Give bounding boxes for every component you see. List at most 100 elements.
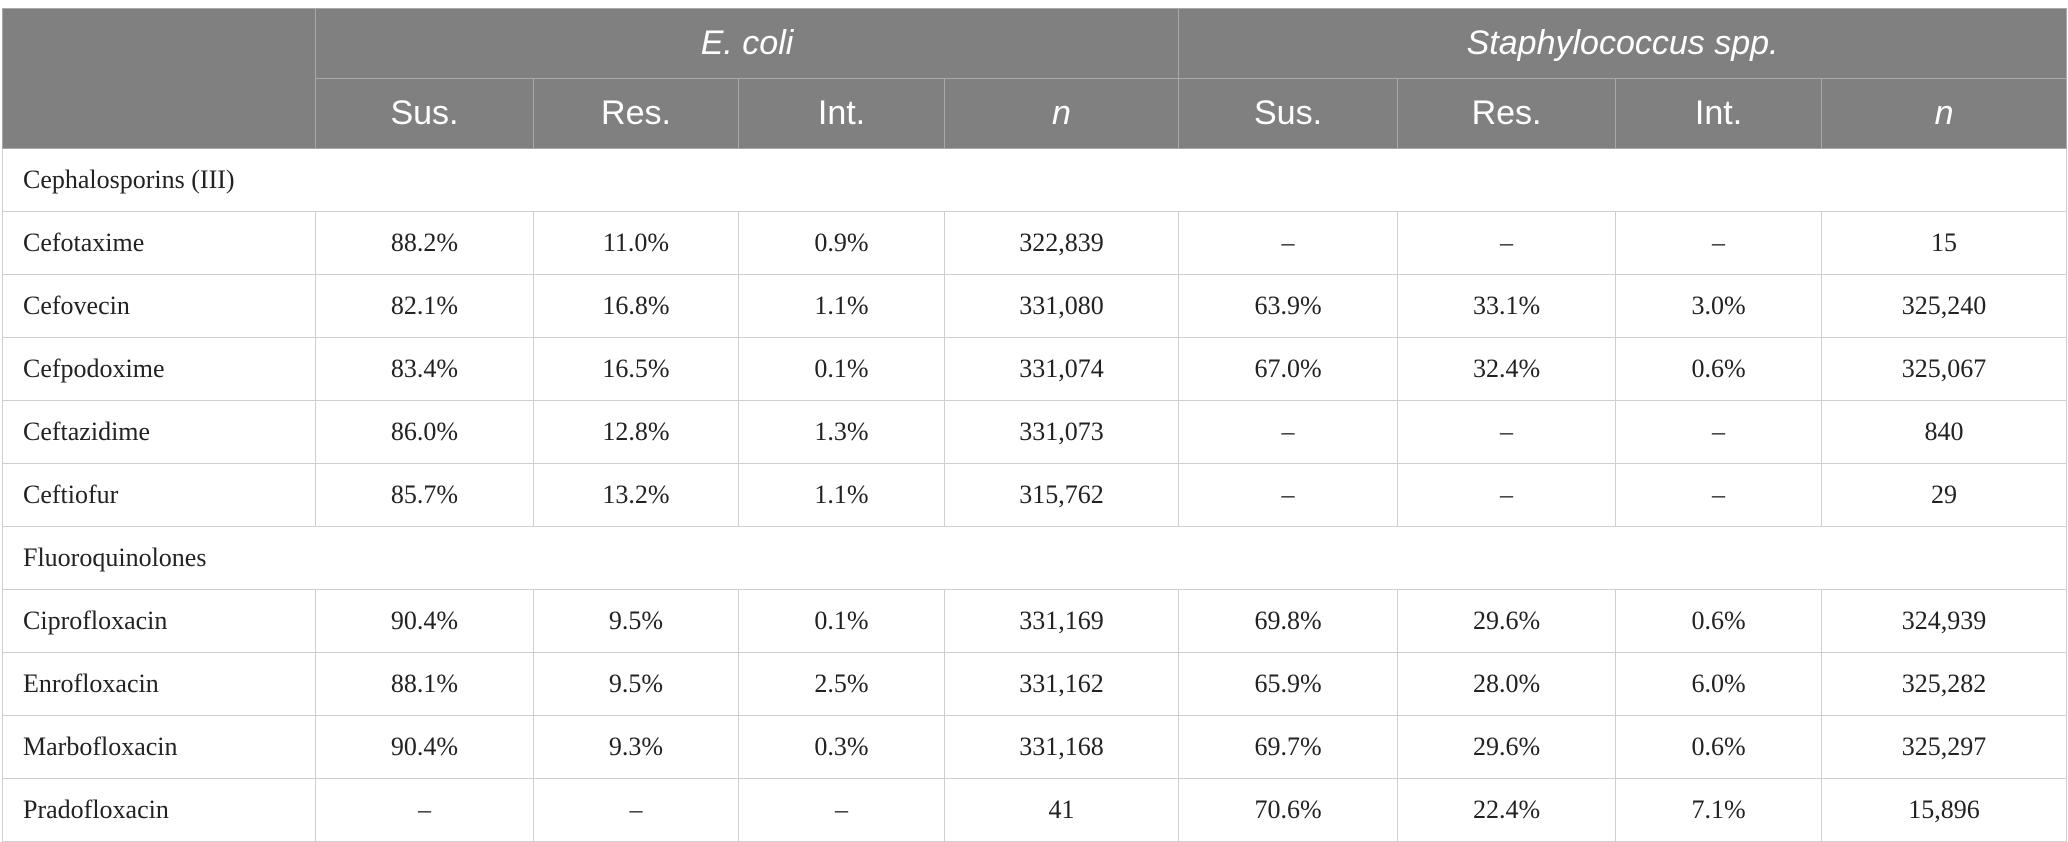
value-cell: 65.9% bbox=[1178, 652, 1399, 716]
antibiotic-name-cell: Cefovecin bbox=[2, 274, 316, 338]
value-cell: 70.6% bbox=[1178, 778, 1399, 842]
value-cell: – bbox=[1397, 211, 1617, 275]
value-cell: 22.4% bbox=[1397, 778, 1617, 842]
header-staph-sus: Sus. bbox=[1178, 78, 1399, 149]
value-cell: 67.0% bbox=[1178, 337, 1399, 401]
value-cell: – bbox=[738, 778, 945, 842]
value-cell: 90.4% bbox=[315, 715, 534, 779]
value-cell: 33.1% bbox=[1397, 274, 1617, 338]
header-row-subcolumns: Sus. Res. Int. n Sus. Res. Int. n bbox=[3, 78, 2068, 149]
value-cell: 16.5% bbox=[533, 337, 739, 401]
value-cell: 7.1% bbox=[1615, 778, 1823, 842]
value-cell: – bbox=[1615, 400, 1823, 464]
table-row: Cefovecin 82.1% 16.8% 1.1% 331,080 63.9% 33.1%… bbox=[2, 274, 2068, 338]
value-cell: 41 bbox=[943, 778, 1180, 842]
value-cell: – bbox=[1178, 211, 1399, 275]
value-cell: 86.0% bbox=[315, 400, 534, 464]
value-cell: 28.0% bbox=[1397, 652, 1617, 716]
header-staph-int: Int. bbox=[1615, 78, 1823, 149]
value-cell: 3.0% bbox=[1615, 274, 1823, 338]
value-cell: 85.7% bbox=[315, 463, 534, 527]
antibiotic-name-cell: Marbofloxacin bbox=[2, 715, 316, 779]
value-cell: 9.5% bbox=[533, 589, 739, 653]
value-cell: 0.6% bbox=[1615, 589, 1823, 653]
table-row: Cefpodoxime 83.4% 16.5% 0.1% 331,074 67.0% 32.… bbox=[2, 337, 2068, 401]
value-cell: 0.1% bbox=[738, 337, 945, 401]
header-staph-res: Res. bbox=[1397, 78, 1617, 149]
table-row: Ceftazidime 86.0% 12.8% 1.3% 331,073– – –840 bbox=[2, 400, 2068, 464]
susceptibility-table: E. coli Staphylococcus spp. Sus. Res. In… bbox=[1, 8, 2068, 842]
value-cell: – bbox=[315, 778, 534, 842]
value-cell: 11.0% bbox=[533, 211, 739, 275]
value-cell: 322,839 bbox=[943, 211, 1180, 275]
header-ecoli-res: Res. bbox=[533, 78, 739, 149]
table-row: Ciprofloxacin 90.4% 9.5% 0.1% 331,169 69.8% 29… bbox=[2, 589, 2068, 653]
value-cell: 6.0% bbox=[1615, 652, 1823, 716]
value-cell: – bbox=[1178, 400, 1399, 464]
value-cell: 29.6% bbox=[1397, 589, 1617, 653]
table-row: Ceftiofur 85.7% 13.2% 1.1% 315,762– – –29 bbox=[2, 463, 2068, 527]
table-row: Pradofloxacin – – –41 70.6% 22.4% 7.1% 15,896 bbox=[2, 778, 2068, 842]
value-cell: 29 bbox=[1821, 463, 2068, 527]
value-cell: 88.2% bbox=[315, 211, 534, 275]
value-cell: 325,240 bbox=[1821, 274, 2068, 338]
header-ecoli-sus: Sus. bbox=[315, 78, 534, 149]
header-row-groups: E. coli Staphylococcus spp. bbox=[2, 8, 2068, 149]
value-cell: 2.5% bbox=[738, 652, 945, 716]
value-cell: 9.5% bbox=[533, 652, 739, 716]
value-cell: 15 bbox=[1821, 211, 2068, 275]
value-cell: – bbox=[1615, 463, 1823, 527]
antibiotic-name-cell: Cefpodoxime bbox=[2, 337, 316, 401]
value-cell: 90.4% bbox=[315, 589, 534, 653]
antibiotic-name-cell: Ceftazidime bbox=[2, 400, 316, 464]
section-label: Fluoroquinolones bbox=[1, 526, 2068, 590]
value-cell: 29.6% bbox=[1397, 715, 1617, 779]
value-cell: 325,297 bbox=[1821, 715, 2068, 779]
value-cell: 331,169 bbox=[943, 589, 1180, 653]
value-cell: 325,282 bbox=[1821, 652, 2068, 716]
antibiotic-name-cell: Ciprofloxacin bbox=[2, 589, 316, 653]
value-cell: 1.1% bbox=[738, 463, 945, 527]
value-cell: – bbox=[1615, 211, 1823, 275]
value-cell: – bbox=[1397, 400, 1617, 464]
header-ecoli-n: n bbox=[943, 78, 1180, 149]
value-cell: 0.1% bbox=[738, 589, 945, 653]
value-cell: 0.6% bbox=[1615, 715, 1823, 779]
antibiotic-name-cell: Enrofloxacin bbox=[2, 652, 316, 716]
table-row: Enrofloxacin 88.1% 9.5% 2.5% 331,162 65.9% 28.… bbox=[2, 652, 2068, 716]
value-cell: 840 bbox=[1821, 400, 2068, 464]
section-row: Fluoroquinolones bbox=[1, 526, 2068, 590]
antibiotic-name-cell: Ceftiofur bbox=[2, 463, 316, 527]
value-cell: 13.2% bbox=[533, 463, 739, 527]
value-cell: 331,074 bbox=[943, 337, 1180, 401]
value-cell: 331,168 bbox=[943, 715, 1180, 779]
value-cell: 324,939 bbox=[1821, 589, 2068, 653]
value-cell: 16.8% bbox=[533, 274, 739, 338]
value-cell: 0.3% bbox=[738, 715, 945, 779]
header-group-ecoli: E. coli bbox=[314, 8, 1180, 79]
value-cell: 15,896 bbox=[1821, 778, 2068, 842]
antibiotic-name-cell: Cefotaxime bbox=[2, 211, 316, 275]
section-row: Cephalosporins (III) bbox=[1, 148, 2068, 212]
value-cell: 331,073 bbox=[943, 400, 1180, 464]
table-row: Marbofloxacin 90.4% 9.3% 0.3% 331,168 69.7% 29… bbox=[2, 715, 2068, 779]
header-corner-cell bbox=[2, 8, 316, 149]
value-cell: 63.9% bbox=[1178, 274, 1399, 338]
header-ecoli-int: Int. bbox=[738, 78, 945, 149]
value-cell: 325,067 bbox=[1821, 337, 2068, 401]
value-cell: 1.3% bbox=[738, 400, 945, 464]
value-cell: 0.6% bbox=[1615, 337, 1823, 401]
value-cell: 0.9% bbox=[738, 211, 945, 275]
antibiotic-name-cell: Pradofloxacin bbox=[2, 778, 316, 842]
header-staph-n: n bbox=[1821, 78, 2068, 149]
value-cell: 83.4% bbox=[315, 337, 534, 401]
value-cell: 9.3% bbox=[533, 715, 739, 779]
header-group-staphylococcus: Staphylococcus spp. bbox=[1178, 8, 2068, 79]
value-cell: 12.8% bbox=[533, 400, 739, 464]
value-cell: – bbox=[533, 778, 739, 842]
value-cell: 69.7% bbox=[1178, 715, 1399, 779]
value-cell: 69.8% bbox=[1178, 589, 1399, 653]
value-cell: 315,762 bbox=[943, 463, 1180, 527]
value-cell: – bbox=[1397, 463, 1617, 527]
